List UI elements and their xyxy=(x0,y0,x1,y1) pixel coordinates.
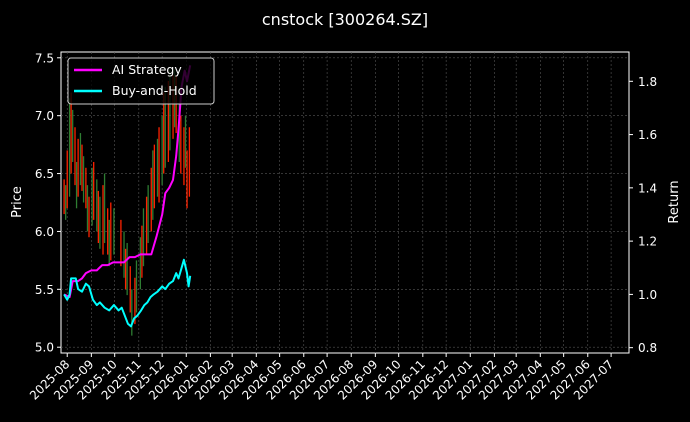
right-tick-label: 1.6 xyxy=(638,128,657,142)
legend-box xyxy=(67,57,215,105)
left-tick-label: 7.0 xyxy=(35,109,54,123)
series-lines xyxy=(63,65,192,328)
legend-label-ai-strategy: AI Strategy xyxy=(112,62,182,77)
price-wicks xyxy=(63,69,191,336)
right-tick-label: 1.4 xyxy=(638,181,657,195)
legend: AI Strategy Buy-and-Hold xyxy=(67,57,215,105)
right-axis-label: Return xyxy=(667,180,682,223)
grid xyxy=(61,52,629,353)
right-tick-label: 0.8 xyxy=(638,341,657,355)
left-axis: 5.0 5.5 6.0 6.5 7.0 7.5 xyxy=(35,51,61,355)
series-line-buy-and-hold xyxy=(63,258,192,328)
left-tick-label: 6.5 xyxy=(35,167,54,181)
left-tick-label: 6.0 xyxy=(35,225,54,239)
right-tick-label: 1.0 xyxy=(638,288,657,302)
series-line-ai-strategy xyxy=(63,65,192,299)
right-tick-label: 1.8 xyxy=(638,75,657,89)
right-axis: 0.8 1.0 1.2 1.4 1.6 1.8 xyxy=(629,75,657,355)
legend-label-buy-and-hold: Buy-and-Hold xyxy=(112,83,197,98)
left-axis-label: Price xyxy=(10,186,25,218)
left-tick-label: 5.5 xyxy=(35,283,54,297)
left-tick-label: 5.0 xyxy=(35,341,54,355)
right-tick-label: 1.2 xyxy=(638,235,657,249)
chart-title: cnstock [300264.SZ] xyxy=(262,10,428,29)
left-tick-label: 7.5 xyxy=(35,51,54,65)
